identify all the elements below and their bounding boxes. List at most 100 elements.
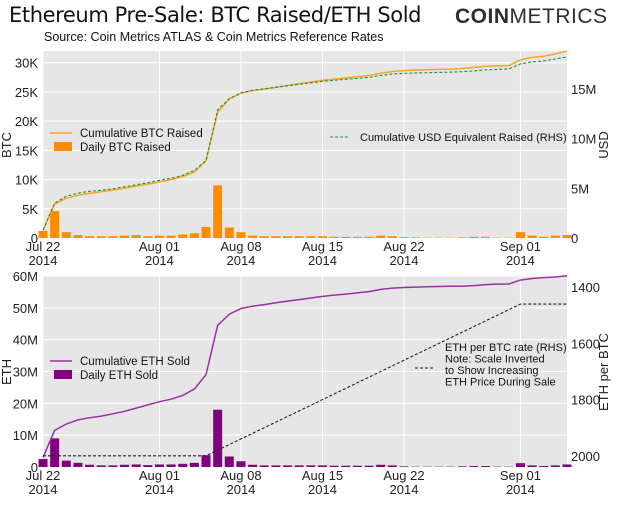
- top-bar: [236, 232, 246, 238]
- bottom-legend-line-label: Cumulative ETH Sold: [80, 356, 190, 368]
- top-y2-tick-label: 0: [571, 231, 578, 246]
- bottom-bar: [364, 465, 374, 467]
- bottom-bar: [154, 464, 164, 467]
- top-y-tick-label: 10K: [15, 173, 38, 188]
- bottom-x-tick-label: Sep 01 2014: [500, 468, 541, 497]
- top-bar: [143, 236, 153, 238]
- bottom-x-tick-label: Jul 22 2014: [26, 468, 61, 497]
- bottom-line-rhs: [43, 303, 567, 457]
- top-bar: [38, 230, 48, 238]
- bottom-y2-tick-label: 1400: [571, 280, 600, 295]
- bottom-line-lhs: [42, 274, 568, 458]
- bottom-bar: [61, 460, 71, 467]
- top-panel: 0 5K 10K 15K 20K 25K 30K 0 5M 10M 15M Jul 22 2014 Aug…: [0, 50, 611, 268]
- top-bar: [515, 232, 525, 238]
- bottom-bar: [399, 466, 409, 467]
- top-y-tick-label: 20K: [15, 114, 38, 129]
- bottom-bar: [178, 463, 188, 467]
- top-legend-line-label: Cumulative BTC Raised: [80, 128, 203, 140]
- brand-logo-bold: COIN: [455, 5, 510, 28]
- bottom-bar: [527, 465, 537, 467]
- top-bar: [294, 236, 304, 238]
- top-bar: [457, 237, 467, 238]
- bottom-y-tick-label: 0: [31, 460, 38, 475]
- bottom-legend-rhs-label: ETH per BTC rate (RHS): [445, 342, 567, 354]
- top-bar: [85, 236, 95, 238]
- bottom-bar: [283, 465, 293, 467]
- top-bar: [341, 236, 351, 238]
- bottom-y-tick-label: 40M: [13, 333, 38, 348]
- bottom-bar: [480, 466, 490, 467]
- top-x-tick-label: Jul 22 2014: [26, 239, 61, 268]
- top-bar: [131, 235, 141, 238]
- bottom-legend-bar-label: Daily ETH Sold: [80, 370, 158, 382]
- bottom-bar: [131, 464, 141, 467]
- bottom-legend-bar-swatch: [54, 370, 72, 379]
- bottom-bar: [376, 464, 386, 467]
- top-y-tick-label: 15K: [15, 143, 38, 158]
- top-line-rhs: [42, 56, 568, 231]
- bottom-legend-left: Cumulative ETH Sold Daily ETH Sold: [50, 356, 190, 382]
- bottom-bar: [329, 465, 339, 467]
- bottom-y2-tick-label: 2000: [571, 449, 600, 464]
- top-bar: [201, 226, 211, 238]
- bottom-bar: [387, 465, 397, 467]
- top-bar: [562, 235, 572, 238]
- top-bar: [364, 236, 374, 238]
- top-bar: [178, 234, 188, 238]
- top-bar: [469, 236, 479, 238]
- bottom-bar: [96, 465, 106, 467]
- top-y2-tick-label: 10M: [571, 132, 596, 147]
- bottom-bar: [50, 438, 60, 467]
- top-bar: [213, 185, 223, 238]
- bottom-bar: [224, 456, 234, 467]
- top-bar: [283, 236, 293, 238]
- top-bar: [306, 236, 316, 238]
- bottom-bar: [259, 465, 269, 467]
- bottom-bar: [201, 455, 211, 467]
- top-bar: [480, 236, 490, 238]
- top-bar: [399, 237, 409, 238]
- bottom-bar: [189, 462, 199, 467]
- top-x-tick-label: Aug 22 2014: [383, 239, 424, 268]
- bottom-bar: [550, 465, 560, 467]
- bottom-bar: [120, 464, 130, 467]
- top-bar: [73, 235, 83, 238]
- top-bar: [166, 235, 176, 238]
- top-bar: [259, 236, 269, 238]
- top-bar: [317, 236, 327, 238]
- top-bar: [376, 235, 386, 238]
- top-x-tick-label: Sep 01 2014: [500, 239, 541, 268]
- bottom-x-tick-label: Aug 08 2014: [220, 468, 261, 497]
- bottom-bar: [73, 462, 83, 467]
- top-legend-right: Cumulative USD Equivalent Raised (RHS): [330, 132, 567, 144]
- top-y-tick-label: 0: [31, 231, 38, 246]
- top-y2-axis-label: USD: [596, 131, 611, 158]
- bottom-bar: [469, 466, 479, 467]
- bottom-bar: [306, 465, 316, 467]
- bottom-panel: 0 10M 20M 30M 40M 50M 60M 1400 1600 1800 2000 Jul 2…: [0, 269, 611, 497]
- bottom-y-tick-label: 30M: [13, 365, 38, 380]
- top-bar: [527, 235, 537, 238]
- bottom-bar: [108, 465, 118, 467]
- top-y-tick-label: 5K: [22, 202, 38, 217]
- top-bar: [271, 236, 281, 238]
- top-y-tick-label: 30K: [15, 56, 38, 71]
- top-legend-left: Cumulative BTC Raised Daily BTC Raised: [50, 128, 203, 154]
- bottom-bar: [236, 461, 246, 467]
- brand-logo-light: METRICS: [509, 5, 608, 28]
- top-bar: [387, 236, 397, 238]
- bottom-y-tick-label: 20M: [13, 396, 38, 411]
- bottom-y-tick-label: 50M: [13, 301, 38, 316]
- chart-subtitle: Source: Coin Metrics ATLAS & Coin Metric…: [44, 30, 384, 44]
- top-x-tick-label: Aug 15 2014: [302, 239, 343, 268]
- top-bar: [61, 232, 71, 238]
- top-bar: [224, 227, 234, 238]
- top-bar: [154, 235, 164, 238]
- bottom-bar: [539, 466, 549, 467]
- top-bar: [96, 236, 106, 238]
- bottom-legend-rhs-label: ETH Price During Sale: [445, 377, 556, 389]
- top-legend-rhs-label: Cumulative USD Equivalent Raised (RHS): [360, 132, 567, 144]
- bottom-bar: [352, 465, 362, 467]
- top-y-tick-label: 25K: [15, 85, 38, 100]
